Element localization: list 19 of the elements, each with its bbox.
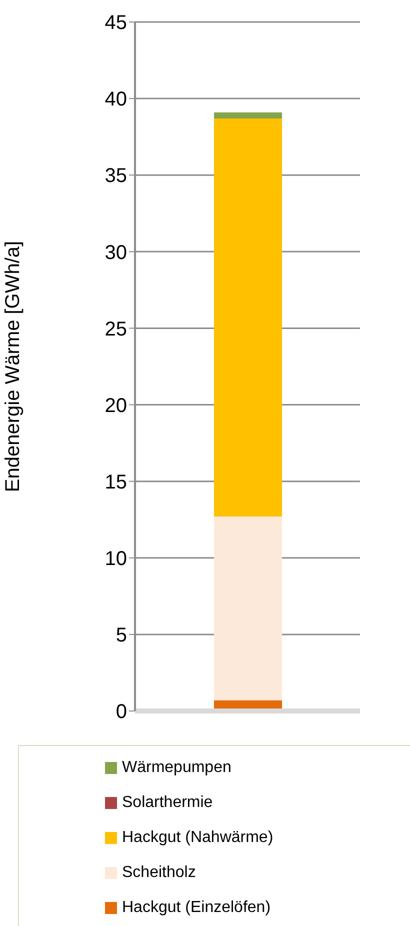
bar: [214, 516, 282, 700]
y-axis-title: Endenergie Wärme [GWh/a]: [2, 240, 24, 492]
legend-label: Scheitholz: [122, 864, 196, 882]
y-tick-label: 15: [104, 471, 127, 494]
y-tick-label: 40: [104, 88, 127, 111]
y-tick-label: 35: [104, 165, 127, 188]
y-tick-label: 45: [104, 12, 127, 34]
y-tick-label: 0: [116, 701, 127, 724]
bar: [214, 112, 282, 118]
y-tick-label: 20: [104, 394, 127, 417]
legend-label: Wärmepumpen: [122, 758, 232, 776]
y-tick-label: 30: [104, 242, 127, 264]
bar: [214, 118, 282, 517]
legend-label: Hackgut (Nahwärme): [122, 828, 274, 846]
y-tick-label: 25: [104, 318, 127, 340]
legend-label: Solarthermie: [122, 794, 213, 812]
y-tick-label: 5: [116, 624, 127, 647]
y-tick-label: 10: [104, 548, 127, 570]
legend-label: Hackgut (Einzelöfen): [122, 898, 271, 916]
